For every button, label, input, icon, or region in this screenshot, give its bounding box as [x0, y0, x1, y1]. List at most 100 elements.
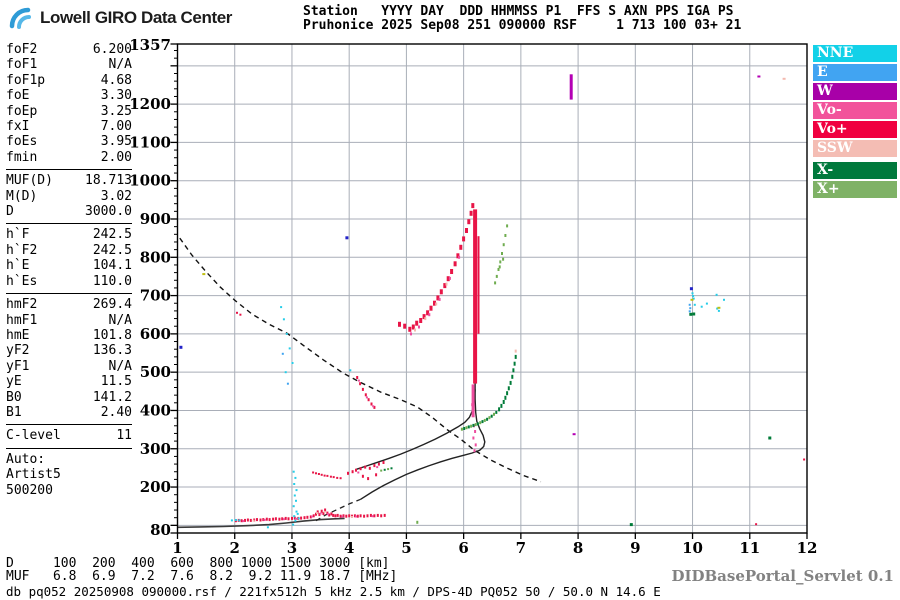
- echo-point: [387, 468, 390, 471]
- echo-point: [383, 468, 386, 471]
- echo-point: [474, 443, 477, 447]
- parameter-row: h`Es 110.0: [6, 274, 132, 289]
- echo-point: [367, 477, 370, 481]
- parameter-row: MUF(D) 18.713: [6, 173, 132, 188]
- echo-point: [691, 292, 694, 295]
- echo-point: [692, 295, 695, 297]
- echo-point: [327, 513, 329, 516]
- echo-point: [474, 423, 477, 427]
- echo-point: [359, 467, 362, 471]
- echo-point: [281, 517, 284, 521]
- echo-point: [498, 265, 501, 269]
- echo-series-o-strays: [236, 311, 806, 526]
- echo-point: [443, 283, 447, 289]
- echo-point: [320, 509, 323, 513]
- parameter-label: h`F2: [6, 242, 38, 258]
- echo-point: [446, 276, 450, 282]
- echo-point: [462, 236, 466, 242]
- echo-point: [336, 513, 339, 517]
- echo-point: [514, 349, 517, 353]
- echo-point: [326, 511, 329, 515]
- parameter-value: 104.1: [92, 258, 132, 274]
- muf-distance-row: D 100 200 400 600 800 1000 1500 3000 [km…: [6, 556, 390, 571]
- panel-separator: [6, 223, 132, 225]
- echo-series-interference-navy: [179, 236, 693, 349]
- parameter-label: foEs: [6, 134, 38, 150]
- echo-series-w-strays: [572, 75, 761, 436]
- echo-point: [293, 483, 296, 485]
- echo-point: [339, 477, 342, 480]
- echo-point: [716, 307, 719, 310]
- echo-point: [512, 368, 515, 373]
- echo-point: [473, 449, 476, 453]
- echo-point: [364, 465, 367, 469]
- echo-point: [361, 474, 364, 478]
- echo-point: [287, 517, 290, 521]
- parameter-value: 7.00: [100, 119, 132, 135]
- echo-point: [458, 255, 461, 259]
- echo-point: [375, 473, 378, 477]
- parameter-value: 110.0: [92, 273, 132, 289]
- parameter-label: D: [6, 204, 14, 220]
- echo-point: [373, 405, 376, 409]
- echo-point: [448, 276, 451, 280]
- echo-point: [692, 297, 695, 300]
- echo-point: [453, 261, 457, 267]
- echo-point: [336, 476, 339, 479]
- echo-series-interference-nne: [230, 292, 725, 529]
- echo-point: [435, 302, 438, 306]
- echo-point: [364, 393, 367, 397]
- parameter-row: foF1 N/A: [6, 57, 132, 72]
- echo-point: [502, 400, 505, 404]
- y-axis-tick-label: 300: [140, 440, 171, 458]
- echo-point: [418, 325, 420, 329]
- echo-point: [506, 391, 509, 396]
- echo-point: [320, 473, 323, 476]
- parameter-value: 101.8: [92, 327, 132, 343]
- echo-point: [318, 513, 321, 517]
- parameter-value: 3.95: [100, 134, 132, 150]
- echo-point: [268, 518, 271, 522]
- echo-point: [282, 318, 285, 321]
- echo-point: [428, 313, 431, 317]
- parameter-label: foE: [6, 88, 30, 104]
- echo-point: [293, 494, 296, 497]
- parameter-row: C-level 11: [6, 428, 132, 443]
- echo-point: [373, 514, 376, 518]
- echo-point: [368, 466, 371, 470]
- legend-item-w: W: [813, 83, 897, 100]
- echo-point: [278, 517, 281, 521]
- echo-point: [356, 514, 359, 518]
- echo-point: [471, 403, 474, 407]
- echo-point: [286, 382, 289, 385]
- echo-point: [433, 300, 436, 306]
- echo-point: [465, 228, 468, 233]
- echo-series-x-trace-low-xminus: [463, 410, 498, 430]
- x-axis-tick-label: 9: [630, 539, 640, 557]
- echo-point: [297, 517, 300, 520]
- echo-point: [502, 257, 505, 261]
- echo-point: [465, 426, 468, 430]
- parameter-label: foF2: [6, 42, 38, 57]
- echo-series-x-near-f-bottom-xminus: [383, 467, 393, 471]
- echo-point: [280, 306, 283, 309]
- trace-line-muf-transmission-curve: [179, 237, 542, 483]
- parameter-row: yE 11.5: [6, 374, 132, 389]
- echo-point: [497, 268, 500, 271]
- echo-point: [294, 476, 297, 479]
- echo-band-f2-asymptote-main: [473, 209, 478, 384]
- echo-point: [383, 513, 386, 517]
- echo-point: [380, 514, 383, 518]
- autoscaling-info-line: 500200: [6, 482, 53, 498]
- echo-point: [424, 317, 427, 321]
- echo-point: [357, 471, 360, 474]
- echo-point: [501, 252, 503, 255]
- echo-point: [295, 517, 297, 520]
- parameter-label: fmin: [6, 149, 38, 165]
- echo-point: [382, 461, 385, 464]
- y-axis-tick-label: 1357: [129, 36, 171, 54]
- legend-item-label: Vo+: [817, 121, 848, 137]
- legend-item-label: NNE: [817, 45, 854, 61]
- echo-point: [359, 382, 362, 386]
